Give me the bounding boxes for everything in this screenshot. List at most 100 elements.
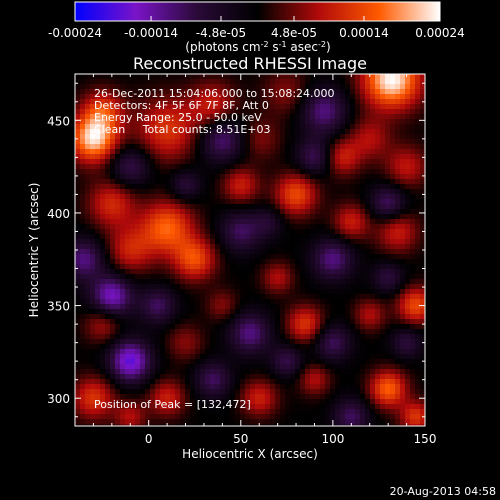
heatmap-cell — [350, 369, 356, 375]
heatmap-cell — [420, 224, 425, 230]
heatmap-cell — [405, 339, 411, 345]
heatmap-cell — [115, 384, 121, 390]
heatmap-cell — [315, 409, 321, 415]
heatmap-cell — [200, 424, 206, 426]
heatmap-cell — [275, 89, 281, 95]
heatmap-cell — [415, 319, 421, 325]
heatmap-cell — [125, 319, 131, 325]
heatmap-cell — [270, 199, 276, 205]
heatmap-cell — [200, 309, 206, 315]
heatmap-cell — [270, 409, 276, 415]
heatmap-cell — [380, 114, 386, 120]
heatmap-cell — [150, 119, 156, 125]
heatmap-cell — [380, 94, 386, 100]
heatmap-cell — [245, 334, 251, 340]
heatmap-cell — [385, 114, 391, 120]
heatmap-cell — [195, 104, 201, 110]
heatmap-cell — [270, 339, 276, 345]
heatmap-cell — [400, 129, 406, 135]
heatmap-cell — [275, 309, 281, 315]
heatmap-cell — [195, 149, 201, 155]
heatmap-cell — [395, 174, 401, 180]
heatmap-cell — [270, 154, 276, 160]
heatmap-cell — [265, 139, 271, 145]
heatmap-cell — [310, 379, 316, 385]
heatmap-cell — [360, 229, 366, 235]
heatmap-cell — [240, 244, 246, 250]
heatmap-cell — [170, 189, 176, 195]
heatmap-cell — [250, 99, 256, 105]
heatmap-cell — [130, 164, 136, 170]
heatmap-cell — [350, 214, 356, 220]
heatmap-cell — [375, 314, 381, 320]
heatmap-cell — [125, 279, 131, 285]
heatmap-cell — [295, 139, 301, 145]
heatmap-cell — [170, 344, 176, 350]
heatmap-cell — [205, 114, 211, 120]
heatmap-cell — [275, 179, 281, 185]
heatmap-cell — [210, 314, 216, 320]
heatmap-cell — [210, 284, 216, 290]
heatmap-cell — [350, 119, 356, 125]
heatmap-cell — [350, 264, 356, 270]
heatmap-cell — [135, 109, 141, 115]
heatmap-cell — [165, 259, 171, 265]
heatmap-cell — [390, 219, 396, 225]
heatmap-cell — [165, 419, 171, 425]
heatmap-cell — [385, 399, 391, 405]
heatmap-cell — [125, 149, 131, 155]
heatmap-cell — [80, 359, 86, 365]
heatmap-cell — [290, 104, 296, 110]
heatmap-cell — [335, 114, 341, 120]
heatmap-cell — [80, 324, 86, 330]
heatmap-cell — [345, 284, 351, 290]
heatmap-cell — [215, 394, 221, 400]
heatmap-cell — [170, 74, 176, 80]
heatmap-cell — [140, 394, 146, 400]
heatmap-cell — [85, 109, 91, 115]
heatmap-cell — [115, 259, 121, 265]
heatmap-cell — [255, 209, 261, 215]
heatmap-cell — [140, 279, 146, 285]
heatmap-cell — [90, 129, 96, 135]
heatmap-cell — [395, 354, 401, 360]
heatmap-cell — [345, 94, 351, 100]
heatmap-cell — [75, 224, 81, 230]
heatmap-cell — [250, 284, 256, 290]
heatmap-cell — [395, 179, 401, 185]
heatmap-cell — [330, 244, 336, 250]
heatmap-cell — [155, 284, 161, 290]
heatmap-cell — [290, 309, 296, 315]
heatmap-cell — [195, 319, 201, 325]
heatmap-cell — [185, 374, 191, 380]
heatmap-cell — [205, 209, 211, 215]
heatmap-cell — [375, 284, 381, 290]
heatmap-cell — [255, 184, 261, 190]
heatmap-cell — [375, 369, 381, 375]
heatmap-cell — [300, 174, 306, 180]
heatmap-cell — [345, 334, 351, 340]
heatmap-cell — [120, 219, 126, 225]
heatmap-cell — [225, 369, 231, 375]
heatmap-cell — [175, 114, 181, 120]
heatmap-cell — [245, 394, 251, 400]
heatmap-cell — [220, 244, 226, 250]
heatmap-cell — [390, 329, 396, 335]
heatmap-cell — [75, 114, 81, 120]
heatmap-cell — [250, 324, 256, 330]
heatmap-cell — [310, 134, 316, 140]
heatmap-cell — [90, 199, 96, 205]
heatmap-cell — [90, 334, 96, 340]
heatmap-cell — [370, 354, 376, 360]
heatmap-cell — [140, 74, 146, 80]
heatmap-cell — [180, 364, 186, 370]
heatmap-cell — [90, 104, 96, 110]
heatmap-cell — [180, 209, 186, 215]
heatmap-cell — [165, 139, 171, 145]
heatmap-cell — [225, 254, 231, 260]
heatmap-cell — [220, 264, 226, 270]
heatmap-cell — [180, 374, 186, 380]
heatmap-cell — [80, 294, 86, 300]
heatmap-cell — [205, 254, 211, 260]
heatmap-cell — [95, 199, 101, 205]
